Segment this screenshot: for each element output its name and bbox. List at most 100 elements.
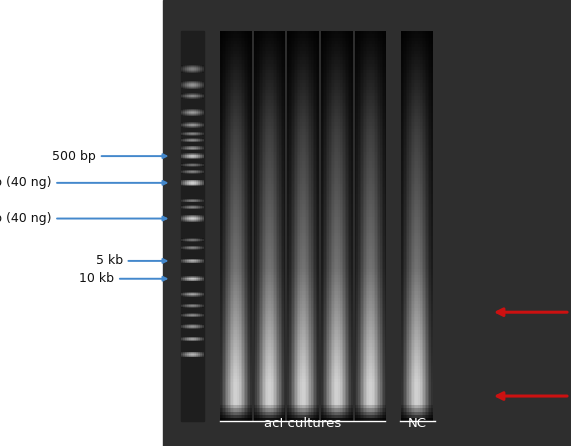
- Bar: [234, 275, 236, 278]
- Bar: [301, 386, 303, 389]
- Bar: [355, 112, 356, 116]
- Bar: [257, 31, 259, 34]
- Bar: [222, 34, 223, 38]
- Bar: [409, 112, 411, 116]
- Bar: [355, 61, 356, 64]
- Bar: [303, 34, 305, 38]
- Bar: [273, 90, 274, 93]
- Bar: [415, 285, 417, 288]
- Bar: [345, 165, 346, 168]
- Bar: [417, 155, 419, 158]
- Bar: [198, 184, 200, 185]
- Bar: [311, 67, 312, 70]
- Bar: [377, 356, 379, 359]
- Bar: [321, 256, 323, 259]
- Bar: [230, 200, 231, 203]
- Bar: [255, 74, 257, 77]
- Bar: [358, 77, 360, 80]
- Bar: [425, 187, 426, 190]
- Bar: [244, 44, 246, 47]
- Bar: [279, 220, 280, 223]
- Bar: [309, 236, 311, 240]
- Bar: [309, 83, 311, 87]
- Bar: [423, 125, 425, 129]
- Bar: [282, 281, 284, 285]
- Bar: [279, 132, 280, 135]
- Bar: [187, 72, 188, 73]
- Bar: [288, 288, 289, 291]
- Bar: [303, 304, 305, 308]
- Bar: [291, 67, 292, 70]
- Bar: [301, 47, 303, 51]
- Bar: [404, 57, 406, 61]
- Bar: [363, 389, 364, 392]
- Bar: [346, 200, 348, 203]
- Bar: [288, 171, 289, 174]
- Bar: [295, 67, 297, 70]
- Bar: [273, 356, 274, 359]
- Bar: [305, 249, 306, 252]
- Bar: [419, 347, 420, 350]
- Bar: [280, 409, 282, 412]
- Bar: [373, 265, 375, 268]
- Bar: [223, 373, 225, 376]
- Bar: [429, 223, 431, 227]
- Bar: [191, 172, 192, 173]
- Bar: [250, 207, 251, 210]
- Bar: [369, 122, 371, 125]
- Bar: [222, 161, 223, 165]
- Bar: [411, 415, 412, 418]
- Bar: [240, 207, 242, 210]
- Bar: [429, 412, 431, 415]
- Bar: [250, 337, 251, 340]
- Bar: [248, 129, 250, 132]
- Bar: [279, 230, 280, 233]
- Bar: [202, 208, 204, 209]
- Bar: [198, 356, 200, 357]
- Bar: [361, 314, 363, 318]
- Bar: [188, 81, 191, 82]
- Bar: [383, 77, 385, 80]
- Bar: [250, 210, 251, 213]
- Bar: [348, 145, 349, 148]
- Bar: [317, 74, 319, 77]
- Bar: [404, 233, 406, 236]
- Bar: [263, 230, 265, 233]
- Bar: [403, 356, 404, 359]
- Bar: [238, 366, 239, 369]
- Bar: [369, 132, 371, 135]
- Bar: [431, 337, 433, 340]
- Bar: [364, 96, 366, 99]
- Bar: [202, 68, 204, 69]
- Bar: [279, 96, 280, 99]
- Bar: [345, 396, 346, 399]
- Bar: [383, 217, 385, 220]
- Bar: [262, 369, 263, 373]
- Bar: [228, 47, 230, 51]
- Bar: [348, 233, 349, 236]
- Bar: [421, 139, 423, 142]
- Bar: [411, 363, 412, 366]
- Bar: [231, 399, 233, 402]
- Bar: [348, 116, 349, 119]
- Bar: [313, 301, 314, 305]
- Bar: [408, 412, 409, 415]
- Bar: [274, 376, 276, 379]
- Bar: [262, 41, 263, 44]
- Bar: [343, 409, 345, 412]
- Bar: [346, 350, 348, 353]
- Bar: [369, 330, 371, 334]
- Bar: [380, 405, 381, 409]
- Bar: [181, 68, 183, 69]
- Bar: [425, 184, 426, 187]
- Bar: [299, 301, 300, 305]
- Bar: [278, 142, 279, 145]
- Bar: [306, 379, 308, 383]
- Bar: [183, 113, 185, 114]
- Bar: [255, 90, 257, 93]
- Bar: [200, 317, 202, 318]
- Bar: [273, 171, 274, 174]
- Bar: [268, 38, 270, 41]
- Bar: [412, 178, 414, 181]
- Bar: [331, 288, 332, 291]
